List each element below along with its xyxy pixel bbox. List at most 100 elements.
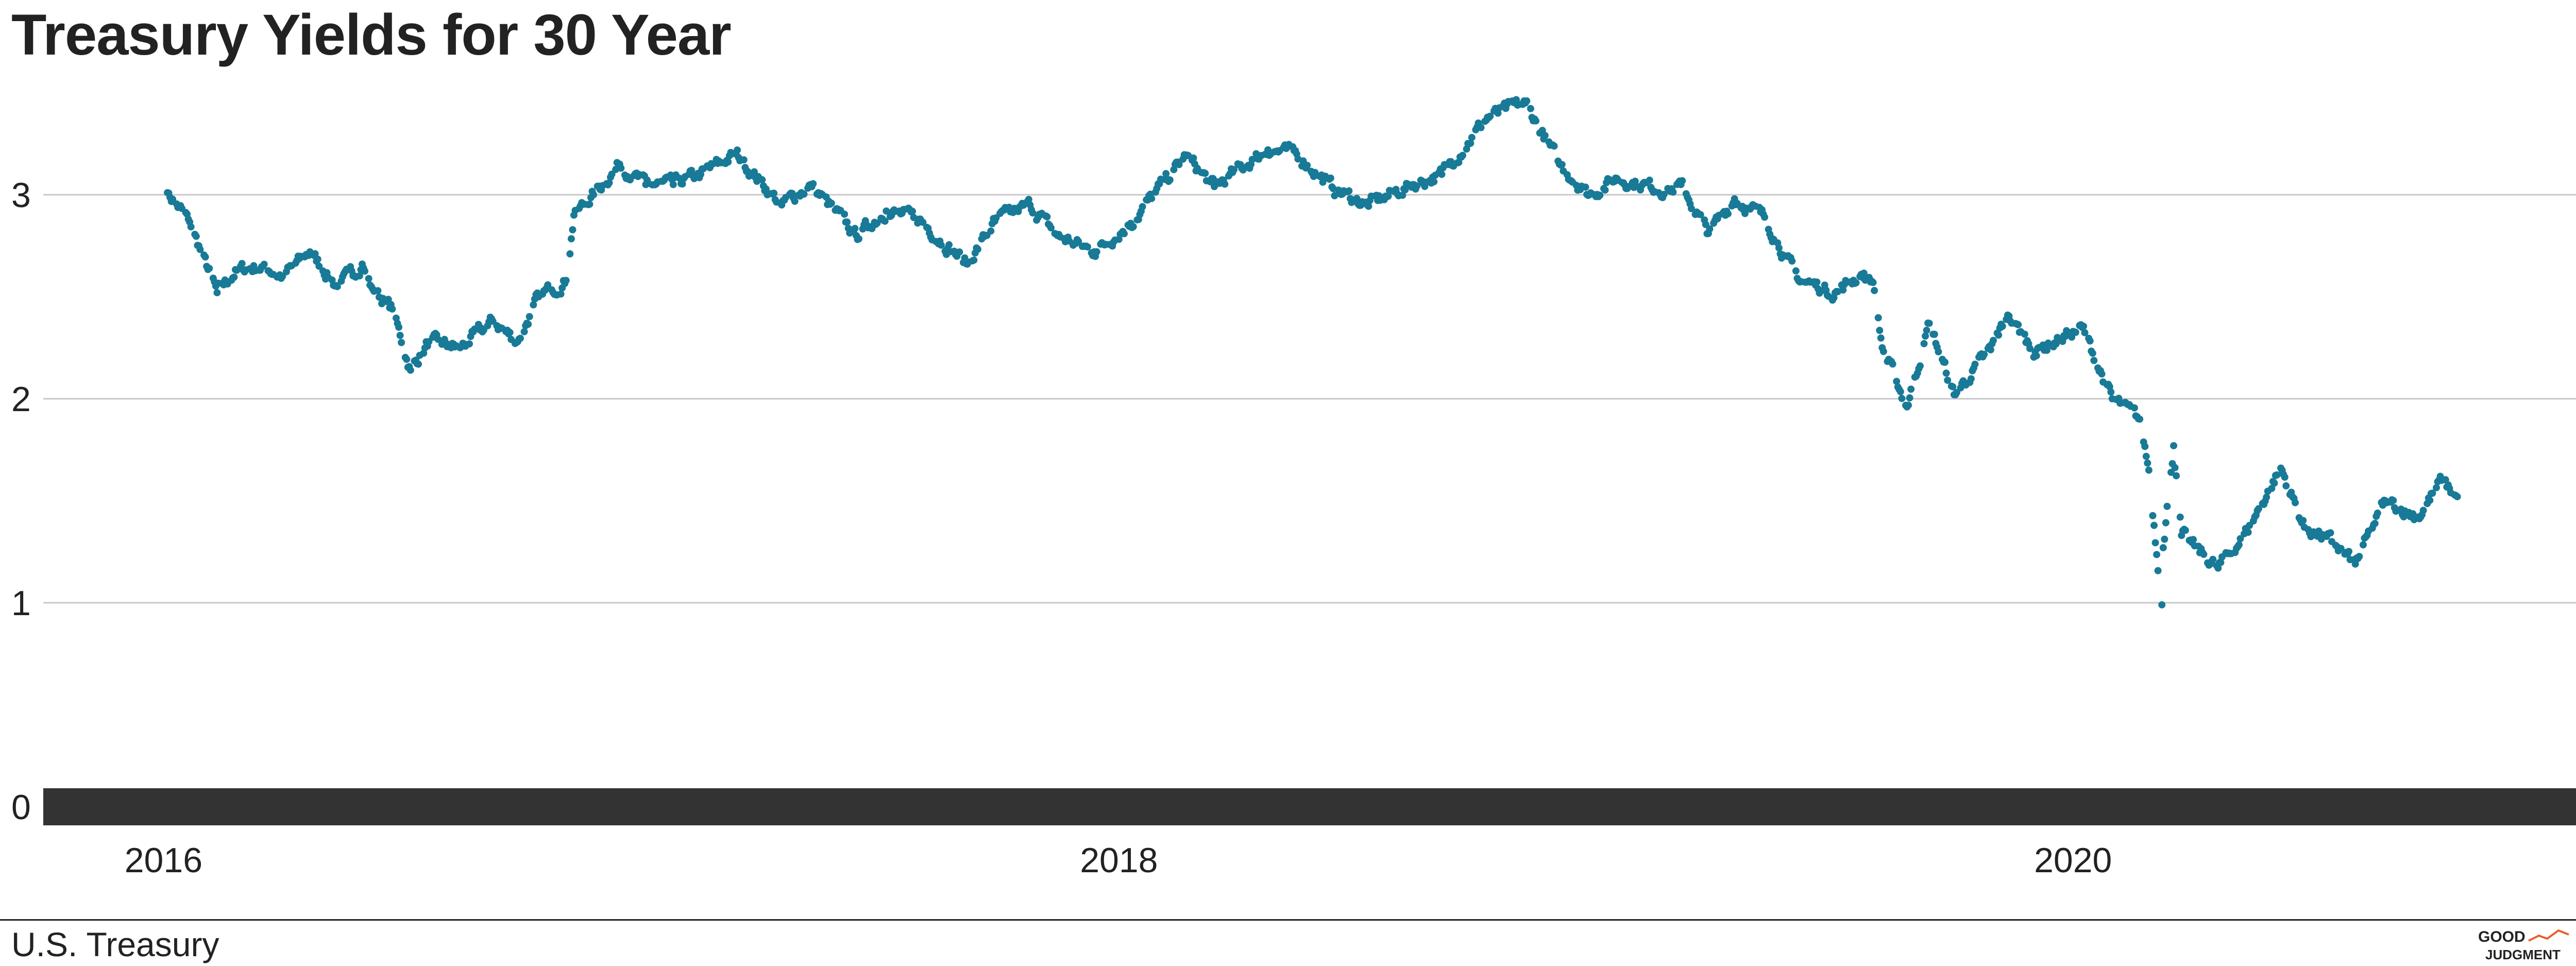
data-point [1898,395,1906,402]
data-point [1930,330,1938,338]
data-point [1788,257,1796,265]
data-point [2159,544,2167,552]
data-point [1839,286,1847,294]
data-point [1724,210,1732,217]
data-point [2281,473,2289,481]
data-point [2214,564,2222,572]
data-point [2052,340,2060,348]
data-point [557,290,565,298]
data-point [809,180,817,188]
data-point [374,287,382,295]
data-point [724,158,732,166]
data-point [2145,466,2153,474]
data-point [355,272,363,280]
data-point [567,235,575,243]
data-point [1047,224,1055,232]
data-point [2371,520,2379,528]
data-point [230,274,238,281]
data-point [1029,209,1037,217]
source-label: U.S. Treasury [11,925,219,963]
data-point [2235,541,2243,549]
data-point [1166,176,1174,184]
data-point [1706,225,1714,233]
data-point [1120,230,1128,238]
data-point [388,305,396,313]
data-point [2163,502,2171,510]
data-point [2061,333,2069,341]
data-point [260,260,268,268]
data-point [586,200,594,208]
data-point [1527,105,1534,112]
data-point [2453,493,2461,501]
data-point [206,264,213,272]
data-point [2355,553,2363,561]
data-point [1365,202,1372,210]
data-point [1871,286,1878,294]
data-point [2149,512,2157,519]
data-point [1941,359,1949,366]
data-point [526,313,533,320]
data-point [617,164,625,172]
data-point [1923,327,1930,334]
data-point [2150,521,2158,529]
data-point [1467,140,1475,147]
data-point [2107,388,2115,396]
zero-baseline [43,788,2576,825]
y-tick-label: 2 [11,380,31,419]
data-point [2236,535,2244,543]
data-point [2026,345,2034,352]
data-point [2337,545,2345,552]
data-point [1025,195,1032,203]
data-point [434,335,442,343]
data-point [2130,404,2138,412]
data-point [2173,472,2180,480]
data-point [1513,96,1520,104]
data-point [506,329,514,336]
data-point [2400,513,2408,521]
chart-title: Treasury Yields for 30 Year [11,3,732,67]
data-point [1596,191,1604,199]
data-point [1925,319,1933,327]
footer-divider [0,919,2576,921]
data-point [2080,323,2088,330]
data-point [2432,484,2440,492]
data-point [605,179,613,187]
logo-line1: GOOD [2478,928,2526,945]
x-tick-label: 2018 [1080,841,1158,876]
yield-chart: 0 1 2 3 2016 2018 2020 [11,96,2576,876]
data-point [1401,186,1409,194]
data-point [1162,170,1170,178]
data-point [2151,539,2159,547]
data-point [2419,506,2427,514]
data-point [2291,499,2299,506]
data-point [314,256,321,263]
data-point [1995,331,2003,339]
data-point [1582,183,1589,191]
data-point [843,218,851,226]
data-point [2244,529,2252,536]
data-point [679,180,686,188]
data-point [937,241,945,249]
data-point [530,301,537,309]
data-point [758,176,766,183]
x-tick-label: 2016 [125,841,202,876]
data-point [1148,195,1156,202]
data-point [1775,244,1783,252]
data-point [851,225,859,232]
data-point [2171,464,2179,471]
data-point [2154,567,2162,574]
data-point [791,197,799,205]
data-point [1697,211,1704,218]
data-point [2086,337,2094,345]
data-point [1874,314,1882,321]
data-point [1075,238,1082,245]
data-point [333,283,341,291]
data-point [311,250,319,258]
trend-line-icon [2528,929,2569,942]
data-point [1646,176,1653,184]
data-point [2081,329,2089,336]
data-point [2072,329,2079,336]
data-point [669,181,677,189]
data-point [2043,346,2050,354]
data-point [2263,494,2270,501]
